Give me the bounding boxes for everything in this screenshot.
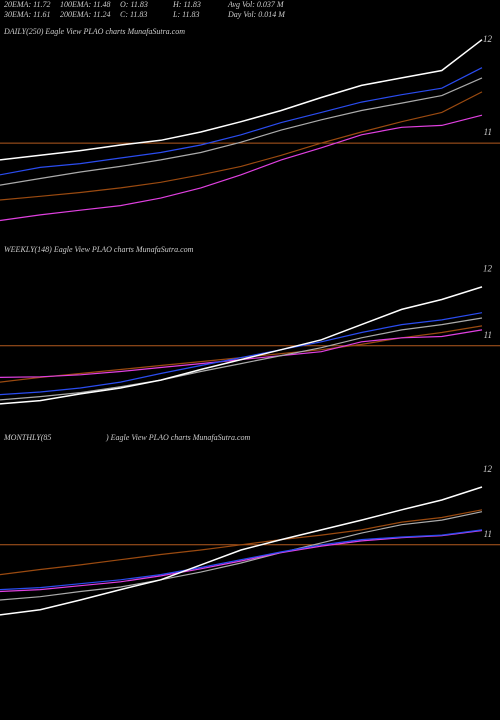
series-line <box>0 286 483 405</box>
series-line <box>0 509 483 576</box>
header-stat: H: 11.83 <box>172 0 201 9</box>
y-tick-label: 12 <box>483 34 493 44</box>
series-line <box>0 67 483 176</box>
y-tick-label: 11 <box>484 127 492 137</box>
header-stat: C: 11.83 <box>120 10 147 19</box>
series-line <box>0 325 483 383</box>
series-line <box>0 312 483 396</box>
header-stat: 100EMA: 11.48 <box>60 0 111 9</box>
panel-subtitle: ) Eagle View PLAO charts MunafaSutra.com <box>105 433 251 442</box>
header-stat: Day Vol: 0.014 M <box>227 10 286 19</box>
series-line <box>0 77 483 186</box>
panel-title: DAILY(250) Eagle View PLAO charts Munafa… <box>3 27 185 36</box>
series-line <box>0 39 483 161</box>
series-line <box>0 486 483 616</box>
series-line <box>0 529 483 593</box>
series-line <box>0 114 483 222</box>
y-tick-label: 11 <box>484 330 492 340</box>
header-stat: Avg Vol: 0.037 M <box>227 0 285 9</box>
panel-title: WEEKLY(148) Eagle View PLAO charts Munaf… <box>4 245 194 254</box>
series-line <box>0 511 483 601</box>
y-tick-label: 11 <box>484 529 492 539</box>
series-line <box>0 91 483 201</box>
header-stat: 20EMA: 11.72 <box>4 0 51 9</box>
series-line <box>0 329 483 378</box>
series-line <box>0 529 483 591</box>
y-tick-label: 12 <box>483 464 493 474</box>
y-tick-label: 12 <box>483 264 493 274</box>
header-stat: 30EMA: 11.61 <box>3 10 51 19</box>
header-stat: 200EMA: 11.24 <box>60 10 111 19</box>
series-line <box>0 317 483 401</box>
panel-title: MONTHLY(85 <box>3 433 51 442</box>
header-stat: O: 11.83 <box>120 0 148 9</box>
header-stat: L: 11.83 <box>172 10 200 19</box>
